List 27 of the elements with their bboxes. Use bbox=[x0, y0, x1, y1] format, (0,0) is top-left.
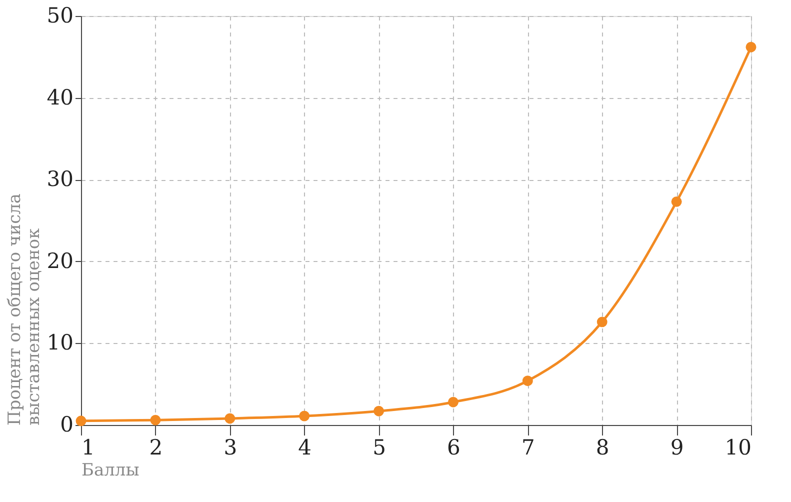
point bbox=[299, 410, 310, 422]
point bbox=[374, 406, 384, 416]
x-tick-label: 4 bbox=[298, 436, 312, 460]
point bbox=[596, 316, 608, 328]
x-tick-label: 9 bbox=[670, 436, 684, 460]
x-axis-title: Баллы bbox=[82, 460, 140, 480]
y-tick-label: 40 bbox=[46, 85, 74, 110]
x-tick-label: 6 bbox=[447, 436, 460, 460]
x-tick-label: 10 bbox=[724, 436, 752, 460]
y-tick-label: 20 bbox=[46, 248, 74, 273]
point bbox=[522, 376, 533, 386]
y-tick-label: 0 bbox=[60, 412, 74, 436]
x-tick-label: 7 bbox=[521, 436, 535, 460]
y-tick-label: 10 bbox=[46, 330, 74, 355]
point bbox=[746, 42, 756, 52]
y-axis-title: Процент от общего числа выставленных оценок bbox=[4, 193, 44, 426]
point bbox=[224, 413, 236, 424]
x-tick-label: 1 bbox=[82, 436, 95, 460]
x-tick-label: 2 bbox=[149, 436, 163, 460]
x-tick-label: 5 bbox=[372, 436, 386, 460]
y-tick-label: 50 bbox=[46, 4, 74, 28]
x-tick-label: 3 bbox=[224, 436, 238, 460]
y-tick-label: 30 bbox=[46, 167, 74, 192]
x-tick-label: 8 bbox=[596, 436, 610, 460]
point bbox=[448, 396, 458, 408]
point bbox=[150, 414, 161, 426]
point bbox=[671, 196, 682, 207]
